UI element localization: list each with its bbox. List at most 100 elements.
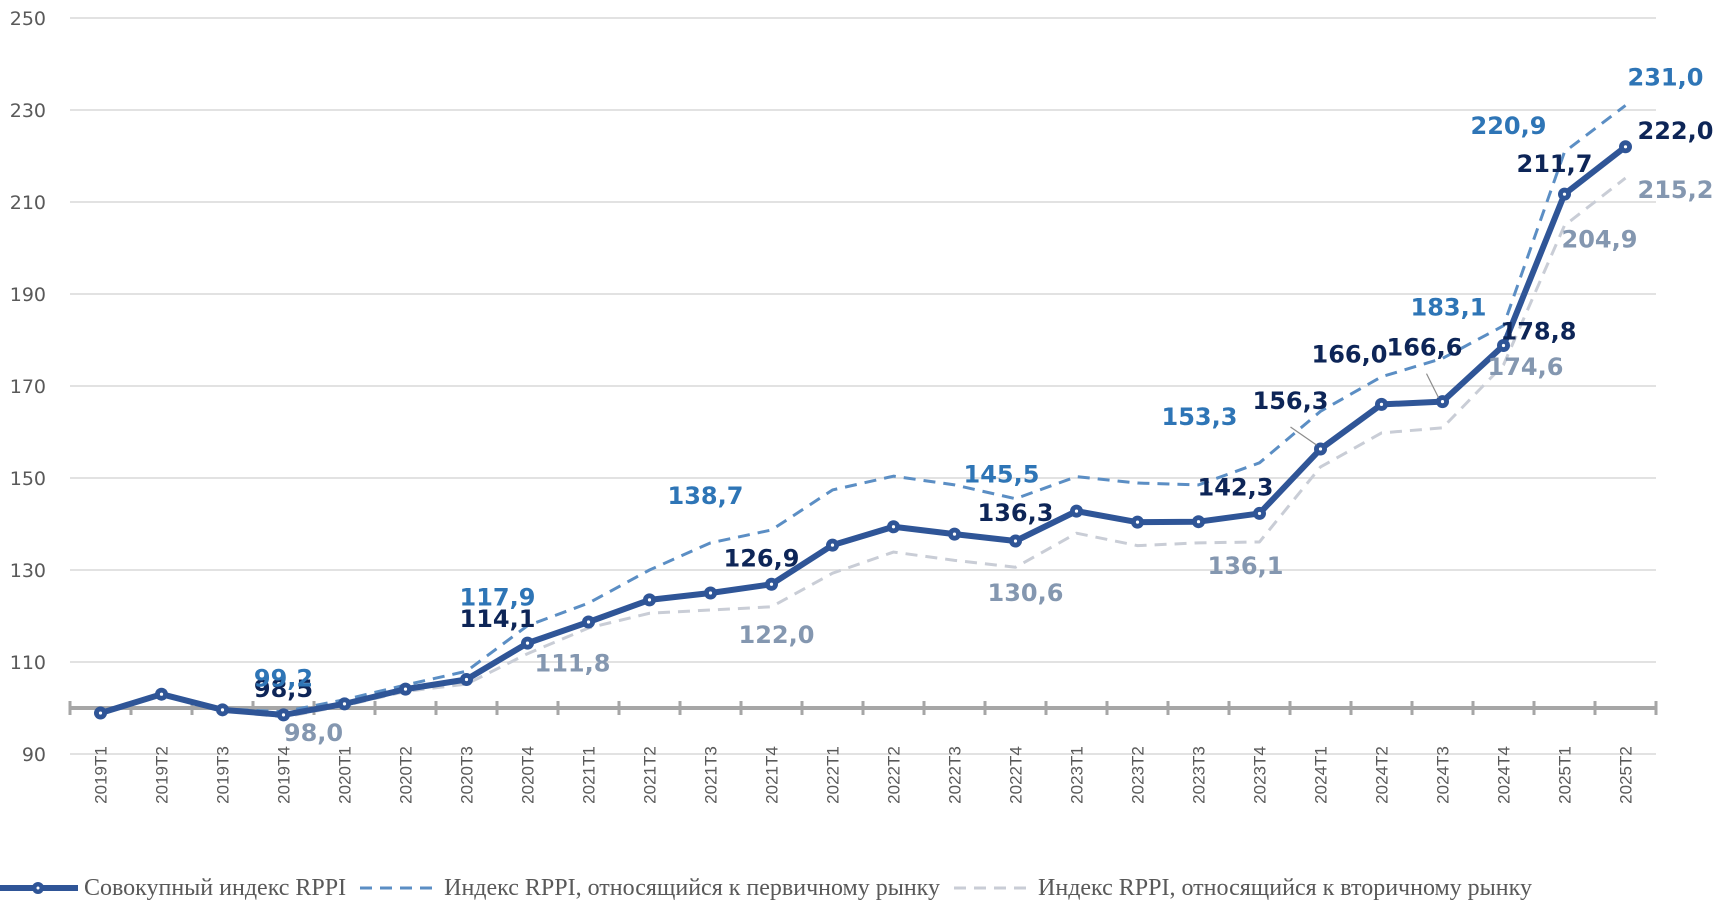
- data-point-marker-center: [708, 591, 713, 595]
- x-tick-label: 2023T1: [1068, 746, 1087, 804]
- data-label-total: 136,3: [978, 499, 1054, 527]
- data-label-primary: 99,2: [254, 665, 313, 693]
- legend-dashed-line-blue-icon: [360, 886, 439, 890]
- data-point-marker-center: [891, 525, 896, 529]
- data-point-marker-center: [1440, 400, 1445, 404]
- data-point-marker-center: [342, 702, 347, 706]
- data-label-total: 166,6: [1387, 334, 1463, 362]
- y-tick-label: 170: [10, 376, 46, 398]
- series-line-primary: [100, 104, 1627, 715]
- y-tick-label: 250: [10, 8, 46, 30]
- data-label-primary: 145,5: [964, 461, 1040, 489]
- x-tick-label: 2020T1: [336, 746, 355, 804]
- x-tick-label: 2022T2: [885, 746, 904, 804]
- x-tick-label: 2024T3: [1434, 746, 1453, 804]
- x-tick-label: 2021T4: [763, 746, 782, 804]
- data-label-primary: 153,3: [1162, 403, 1238, 431]
- legend-label-total: Совокупный индекс RPPI: [84, 874, 347, 901]
- data-point-marker-center: [159, 692, 164, 696]
- x-tick-label: 2024T2: [1373, 746, 1392, 804]
- data-label-secondary: 130,6: [988, 579, 1064, 607]
- y-tick-label: 210: [10, 192, 46, 214]
- x-tick-label: 2019T2: [153, 746, 172, 804]
- gridlines: [70, 17, 1656, 755]
- x-tick-label: 2020T3: [458, 746, 477, 804]
- data-point-marker-center: [220, 708, 225, 712]
- data-label-secondary: 215,2: [1638, 176, 1714, 204]
- data-point-marker-center: [98, 711, 103, 715]
- y-axis-ticks: 90 110 130 150 170 190 210 230 250: [10, 8, 46, 766]
- x-tick-label: 2024T4: [1495, 746, 1514, 804]
- data-point-marker-center: [1196, 520, 1201, 524]
- leader-line: [1290, 426, 1317, 446]
- legend: Совокупный индекс RPPI Индекс RPPI, отно…: [0, 872, 1546, 904]
- data-point-marker-center: [1074, 509, 1079, 513]
- y-tick-label: 90: [22, 744, 46, 766]
- data-label-total: 222,0: [1638, 117, 1714, 145]
- data-point-marker-center: [403, 687, 408, 691]
- y-tick-label: 110: [10, 652, 46, 674]
- x-tick-label: 2022T4: [1007, 746, 1026, 804]
- data-point-marker-center: [586, 620, 591, 624]
- data-point-marker-center: [525, 641, 530, 645]
- data-point-marker-center: [952, 532, 957, 536]
- data-label-total: 166,0: [1312, 340, 1388, 368]
- data-label-primary: 183,1: [1411, 294, 1487, 322]
- x-tick-label: 2022T1: [824, 746, 843, 804]
- data-point-marker-center: [1257, 511, 1262, 516]
- data-point-marker-center: [464, 677, 469, 682]
- x-axis-tick-labels: 2019T1 2019T2 2019T3 2019T4 2020T1 2020T2 2020…: [92, 746, 1636, 804]
- legend-item-secondary[interactable]: Индекс RPPI, относящийся к вторичному ры…: [954, 875, 1532, 902]
- x-tick-label: 2021T1: [580, 746, 599, 804]
- x-tick-label: 2025T2: [1617, 746, 1636, 804]
- x-tick-label: 2023T4: [1251, 746, 1270, 804]
- data-label-total: 211,7: [1517, 150, 1593, 178]
- y-tick-label: 130: [10, 560, 46, 582]
- data-label-primary: 231,0: [1628, 63, 1704, 91]
- data-label-secondary: 122,0: [739, 621, 815, 649]
- data-label-total: 114,1: [460, 605, 536, 633]
- legend-dashed-line-gray-icon: [954, 886, 1033, 890]
- data-point-marker-center: [647, 598, 652, 602]
- x-tick-label: 2022T3: [946, 746, 965, 804]
- data-label-secondary: 136,1: [1208, 552, 1284, 580]
- series-line-total: [99, 144, 1628, 718]
- data-point-marker-center: [1379, 402, 1384, 406]
- data-label-total: 156,3: [1253, 387, 1329, 415]
- x-tick-label: 2019T3: [214, 746, 233, 804]
- x-tick-label: 2023T3: [1190, 746, 1209, 804]
- legend-label-secondary: Индекс RPPI, относящийся к вторичному ры…: [1038, 874, 1532, 901]
- series-line-secondary: [100, 176, 1627, 719]
- data-label-total: 142,3: [1198, 473, 1274, 501]
- x-tick-label: 2021T3: [702, 746, 721, 804]
- data-point-marker-center: [1623, 145, 1628, 149]
- data-label-total: 126,9: [724, 544, 800, 572]
- x-tick-label: 2024T1: [1312, 746, 1331, 804]
- data-label-primary: 138,7: [668, 482, 744, 510]
- data-point-marker-center: [1562, 192, 1567, 196]
- x-tick-label: 2023T2: [1129, 746, 1148, 804]
- data-label-secondary: 174,6: [1488, 353, 1564, 381]
- data-point-marker-center: [1501, 343, 1506, 348]
- legend-item-total[interactable]: Совокупный индекс RPPI: [0, 875, 346, 902]
- leader-line: [1425, 373, 1440, 398]
- legend-item-primary[interactable]: Индекс RPPI, относящийся к первичному ры…: [360, 875, 940, 902]
- y-tick-label: 230: [10, 100, 46, 122]
- x-tick-label: 2020T2: [397, 746, 416, 804]
- x-tick-label: 2021T2: [641, 746, 660, 804]
- data-point-marker-center: [1318, 447, 1323, 451]
- series-lines: [94, 104, 1632, 722]
- data-label-primary: 220,9: [1471, 112, 1547, 140]
- data-point-marker-center: [769, 582, 774, 586]
- data-point-marker-center: [281, 713, 286, 717]
- y-tick-label: 190: [10, 284, 46, 306]
- data-label-total: 178,8: [1501, 318, 1577, 346]
- legend-solid-line-marker-icon: [0, 882, 78, 894]
- data-labels: 98,5 114,1 126,9 136,3 142,3 156,3 166,0 166,6 1…: [254, 63, 1714, 747]
- x-tick-label: 2019T1: [92, 746, 111, 804]
- data-label-secondary: 204,9: [1562, 225, 1638, 253]
- y-tick-label: 150: [10, 468, 46, 490]
- data-point-marker-center: [1135, 520, 1140, 524]
- x-tick-label: 2019T4: [275, 746, 294, 804]
